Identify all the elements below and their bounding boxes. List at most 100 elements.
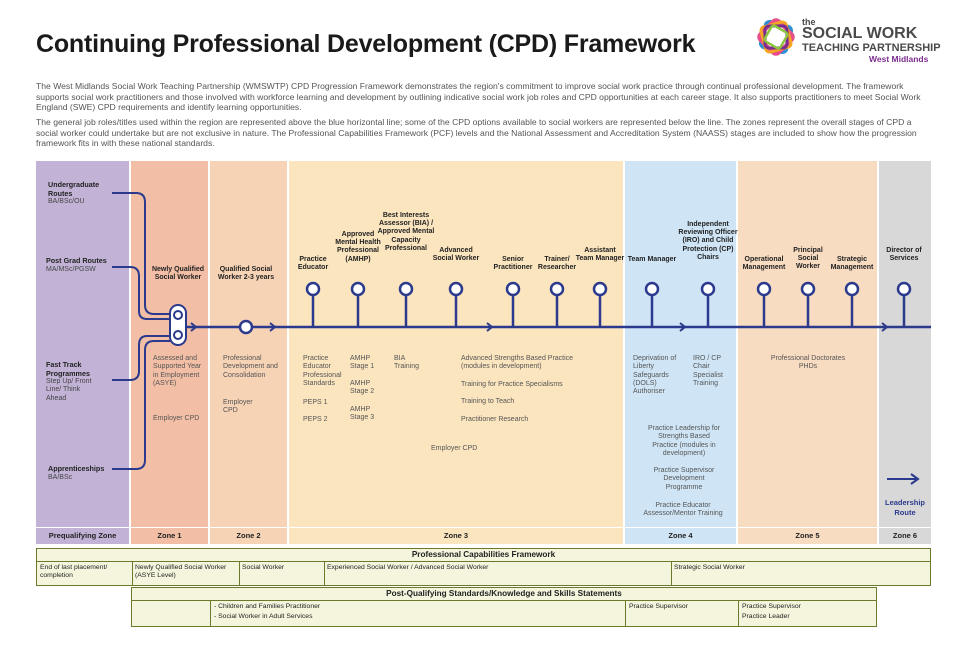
pqs-table: Post-Qualifying Standards/Knowledge and … bbox=[131, 587, 877, 627]
route-undergrad-sub: BA/BSc/OU bbox=[48, 198, 85, 205]
role-atm: Assistant Team Manager bbox=[575, 247, 625, 263]
cpd-teach: Training to Teach bbox=[461, 398, 515, 405]
node-tm bbox=[644, 281, 660, 297]
leadership-route-label: Leadership Route bbox=[884, 498, 925, 517]
zone-label-5: Zone 5 bbox=[738, 527, 877, 544]
pcf-title: Professional Capabilities Framework bbox=[411, 550, 556, 559]
pcf-cell-sw: Social Worker bbox=[242, 564, 285, 571]
node-trainer bbox=[549, 281, 565, 297]
cpd-amhp-1: AMHP Stage 1 bbox=[350, 355, 375, 371]
cpd-pe-assessor: Practice Educator Assessor/Mentor Traini… bbox=[643, 502, 723, 518]
partnership-logo: the SOCIAL WORK TEACHING PARTNERSHIP Wes… bbox=[757, 14, 957, 70]
logo-text-main: SOCIAL WORK bbox=[802, 25, 918, 42]
cpd-z1-employer: Employer CPD bbox=[153, 415, 200, 422]
zone-1-bg bbox=[131, 161, 208, 543]
role-psw: Principal Social Worker bbox=[793, 247, 823, 271]
route-apprentice-title: Apprenticeships bbox=[48, 464, 105, 473]
pqs-title: Post-Qualifying Standards/Knowledge and … bbox=[386, 589, 622, 598]
role-amhp: Approved Mental Health Professional (AMH… bbox=[335, 231, 381, 263]
role-opm: Operational Management bbox=[742, 256, 786, 272]
role-practice-educator: Practice Educator bbox=[297, 256, 329, 272]
node-senior bbox=[505, 281, 521, 297]
route-fasttrack-title: Fast Track Programmes bbox=[46, 360, 90, 378]
cpd-plsb: Practice Leadership for Strengths Based … bbox=[648, 425, 720, 457]
cpd-dols: Deprivation of Liberty Safeguards (DOLS)… bbox=[633, 355, 677, 396]
pcf-cell-strategic: Strategic Social Worker bbox=[674, 564, 745, 571]
zone-label-4: Zone 4 bbox=[625, 527, 736, 544]
cpd-asb: Advanced Strengths Based Practice (modul… bbox=[461, 355, 574, 371]
intro-paragraph-2: The general job roles/titles used within… bbox=[36, 117, 917, 149]
role-trainer: Trainer/ Researcher bbox=[537, 256, 577, 272]
logo-text-sub: TEACHING PARTNERSHIP bbox=[802, 42, 941, 54]
route-apprentice-sub: BA/BSc bbox=[48, 474, 73, 481]
logo-text-small: the bbox=[802, 17, 816, 27]
pcf-table: Professional Capabilities Framework End … bbox=[36, 548, 931, 586]
role-iro: Independent Reviewing Officer (IRO) and … bbox=[678, 221, 738, 261]
pqs-cell-adults: - Social Worker in Adult Services bbox=[214, 613, 313, 620]
pcf-cell-experienced: Experienced Social Worker / Advanced Soc… bbox=[327, 564, 489, 571]
zone-label-2: Zone 2 bbox=[210, 527, 287, 544]
cpd-research: Practitioner Research bbox=[461, 416, 529, 423]
role-tm: Team Manager bbox=[627, 256, 677, 263]
node-bia bbox=[398, 281, 414, 297]
pcf-cell-nqsw: Newly Qualified Social Worker (ASYE Leve… bbox=[135, 564, 227, 579]
route-apprentice-line bbox=[112, 340, 175, 470]
pqs-cell-supervisor: Practice Supervisor bbox=[629, 603, 688, 610]
cpd-bia: BIA Training bbox=[394, 355, 420, 371]
zone-4-bg bbox=[625, 161, 736, 543]
cpd-amhp-2: AMHP Stage 2 bbox=[350, 380, 375, 396]
logo-mark-icon bbox=[757, 18, 795, 56]
intro-paragraph-1: The West Midlands Social Work Teaching P… bbox=[36, 81, 921, 113]
route-undergrad-line bbox=[112, 192, 175, 315]
role-stm: Strategic Management bbox=[830, 256, 874, 272]
route-postgrad-sub: MA/MSc/PGSW bbox=[46, 266, 96, 273]
cpd-psdp: Practice Supervisor Development Programm… bbox=[653, 467, 715, 491]
zone-label-3: Zone 3 bbox=[289, 527, 623, 544]
logo-region: West Midlands bbox=[869, 54, 929, 64]
route-postgrad-line bbox=[112, 266, 175, 320]
zone-label-prequal: Prequalifying Zone bbox=[36, 527, 129, 544]
node-stm bbox=[844, 281, 860, 297]
cpd-amhp-3: AMHP Stage 3 bbox=[350, 406, 375, 422]
node-iro bbox=[700, 281, 716, 297]
zone-prequal-bg bbox=[36, 161, 129, 543]
node-dos bbox=[896, 281, 912, 297]
cpd-pe-standards: Practice Educator Professional Standards bbox=[303, 355, 342, 387]
cpd-specialisms: Training for Practice Specialisms bbox=[461, 381, 563, 388]
zone-2-bg bbox=[210, 161, 287, 543]
role-dos: Director of Services bbox=[886, 247, 922, 263]
role-bia: Best Interests Assessor (BIA) / Approved… bbox=[377, 212, 435, 252]
zone-label-1: Zone 1 bbox=[131, 527, 208, 544]
page-title: Continuing Professional Development (CPD… bbox=[36, 30, 696, 58]
cpd-z3-employer: Employer CPD bbox=[431, 445, 478, 452]
node-practice-educator bbox=[305, 281, 321, 297]
role-senior: Senior Practitioner bbox=[493, 256, 533, 272]
pqs-cell-leader: Practice Leader bbox=[742, 613, 790, 620]
route-fasttrack-sub: Step Up/ Front Line/ Think Ahead bbox=[46, 378, 92, 402]
node-psw bbox=[800, 281, 816, 297]
cpd-z2-employer: Employer CPD bbox=[223, 399, 253, 415]
cpd-peps1: PEPS 1 bbox=[303, 399, 328, 406]
pqs-cell-supervisor-2: Practice Supervisor bbox=[742, 603, 801, 610]
route-undergrad-title: Undergraduate Routes bbox=[48, 180, 100, 198]
role-asw: Advanced Social Worker bbox=[432, 247, 480, 263]
role-qsw: Qualified Social Worker 2-3 years bbox=[217, 266, 275, 282]
node-qsw bbox=[238, 319, 254, 335]
cpd-iro-training: IRO / CP Chair Specialist Training bbox=[693, 355, 723, 387]
node-asw bbox=[448, 281, 464, 297]
pcf-cell-end-placement: End of last placement/ completion bbox=[40, 564, 108, 579]
route-fasttrack-line bbox=[112, 335, 175, 381]
role-nqsw: Newly Qualified Social Worker bbox=[151, 266, 205, 282]
node-amhp bbox=[350, 281, 366, 297]
cpd-asye: Assessed and Supported Year in Employmen… bbox=[153, 355, 202, 387]
node-opm bbox=[756, 281, 772, 297]
cpd-doctorates: Professional Doctorates PHDs bbox=[770, 355, 846, 371]
zone-3-bg bbox=[289, 161, 623, 543]
route-postgrad-title: Post Grad Routes bbox=[46, 256, 107, 265]
cpd-peps2: PEPS 2 bbox=[303, 416, 328, 423]
node-atm bbox=[592, 281, 608, 297]
cpd-consolidation: Professional Development and Consolidati… bbox=[223, 355, 278, 379]
zone-label-6: Zone 6 bbox=[879, 527, 931, 544]
zone-5-bg bbox=[738, 161, 877, 543]
